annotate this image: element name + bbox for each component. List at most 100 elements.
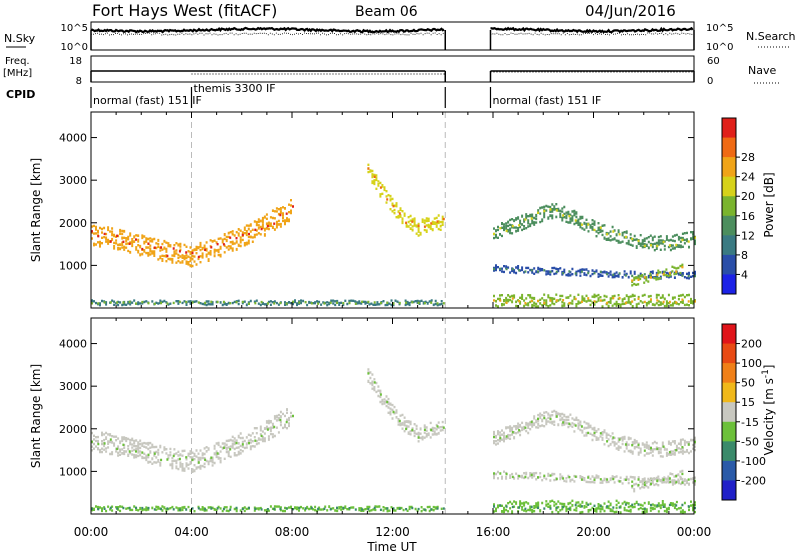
velocity-band-accent-3 bbox=[493, 472, 696, 484]
power-colorbar-swatch bbox=[722, 196, 736, 217]
cpid-segment-label: themis 3300 IF bbox=[194, 82, 276, 95]
velocity-ytick-label: 3000 bbox=[59, 380, 87, 393]
power-colorbar-swatch bbox=[722, 274, 736, 295]
power-band-2 bbox=[493, 203, 696, 252]
velocity-colorbar-swatch bbox=[722, 421, 736, 442]
power-colorbar-tick-label: 20 bbox=[741, 190, 755, 203]
power-band-1 bbox=[367, 163, 444, 237]
power-band-accent-3 bbox=[493, 267, 696, 278]
velocity-colorbar-swatch bbox=[722, 441, 736, 462]
velocity-colorbar-swatch bbox=[722, 324, 736, 345]
freq-trace bbox=[90, 70, 695, 82]
velocity-ytick-label: 4000 bbox=[59, 338, 87, 351]
velocity-colorbar-tick-label: -100 bbox=[741, 455, 766, 468]
velocity-colorbar-frame bbox=[721, 323, 737, 501]
velocity-band-1 bbox=[367, 368, 444, 443]
power-axis: 1000 2000 3000 4000 bbox=[59, 112, 695, 308]
freq-frame bbox=[90, 55, 695, 83]
power-ytick-label: 4000 bbox=[59, 132, 87, 145]
power-ytick-label: 1000 bbox=[59, 259, 87, 272]
nave-tick-top: 60 bbox=[707, 56, 720, 67]
velocity-band-accent-2 bbox=[493, 415, 696, 454]
freq-tick-top: 18 bbox=[69, 56, 82, 67]
power-colorbar-swatch bbox=[722, 137, 736, 158]
x-tick-label: 00:00 bbox=[74, 525, 109, 539]
velocity-ytick-label: 1000 bbox=[59, 465, 87, 478]
velocity-colorbar-swatch bbox=[722, 363, 736, 384]
freq-panel: Freq. [MHz] 18 8 60 0 Nave bbox=[3, 55, 780, 87]
x-tick-label: 20:00 bbox=[576, 525, 611, 539]
velocity-band-accent-4 bbox=[631, 472, 684, 488]
power-ytick-label: 2000 bbox=[59, 217, 87, 230]
power-colorbar-tick-label: 4 bbox=[741, 268, 748, 281]
power-band-accent-4 bbox=[631, 266, 684, 282]
power-band-4 bbox=[631, 263, 684, 287]
nsearch-tick-bottom: 10^0 bbox=[706, 42, 733, 53]
power-ytick-label: 3000 bbox=[59, 174, 87, 187]
velocity-colorbar-tick-label: -200 bbox=[741, 474, 766, 487]
cpid-axis-label: CPID bbox=[6, 88, 35, 101]
velocity-band-0 bbox=[91, 408, 292, 473]
velocity-colorbar-tick-label: 200 bbox=[741, 338, 762, 351]
velocity-band-accent-6 bbox=[493, 503, 696, 510]
power-colorbar-swatch bbox=[722, 157, 736, 178]
power-colorbar-swatch bbox=[722, 215, 736, 236]
velocity-axis: 1000 2000 3000 4000 bbox=[59, 318, 695, 514]
date-label: 04/Jun/2016 bbox=[585, 2, 676, 20]
x-tick-label: 04:00 bbox=[174, 525, 209, 539]
station-title: Fort Hays West (fitACF) bbox=[92, 1, 277, 20]
velocity-band-6 bbox=[493, 499, 696, 514]
power-colorbar: 4 8 12 16 20 24 28 bbox=[721, 117, 755, 295]
freq-tick-bottom: 8 bbox=[76, 76, 82, 87]
velocity-ytick-label: 2000 bbox=[59, 423, 87, 436]
nsky-tick-bottom: 10^0 bbox=[61, 42, 88, 53]
velocity-ylabel: Slant Range [km] bbox=[29, 364, 43, 468]
x-axis: 00:00 04:00 08:00 12:00 16:00 20:00 00:00 bbox=[74, 525, 712, 539]
beam-label: Beam 06 bbox=[355, 4, 418, 20]
power-colorbar-swatch bbox=[722, 254, 736, 275]
nsearch-tick-top: 10^5 bbox=[706, 23, 733, 34]
velocity-colorbar-swatch bbox=[722, 402, 736, 423]
velocity-colorbar-tick-label: 100 bbox=[741, 357, 762, 370]
power-colorbar-label: Power [dB] bbox=[762, 172, 776, 237]
nave-axis-label: Nave bbox=[748, 64, 776, 77]
velocity-frame bbox=[90, 317, 695, 515]
velocity-band-4 bbox=[631, 469, 684, 493]
velocity-colorbar-swatch bbox=[722, 460, 736, 481]
velocity-cells bbox=[91, 318, 696, 514]
power-colorbar-swatch bbox=[722, 118, 736, 139]
x-tick-label: 00:00 bbox=[677, 525, 712, 539]
power-panel: 1000 2000 3000 4000 Slant Range [km] 4 8 12 16… bbox=[29, 111, 776, 309]
nsky-trace bbox=[90, 26, 695, 50]
velocity-band-accent-5 bbox=[91, 506, 445, 511]
velocity-colorbar-label: Velocity [m s-1] bbox=[761, 365, 776, 456]
nsky-line-0 bbox=[90, 26, 445, 34]
velocity-colorbar-tick-label: -15 bbox=[741, 416, 759, 429]
velocity-colorbar-tick-label: -50 bbox=[741, 435, 759, 448]
x-axis-label: Time UT bbox=[366, 540, 417, 554]
power-colorbar-tick-label: 16 bbox=[741, 210, 755, 223]
power-band-accent-1 bbox=[367, 167, 445, 228]
freq-axis-label-2: [MHz] bbox=[3, 68, 32, 79]
nsky-panel: N.Sky 10^5 10^0 10^5 10^0 N.Search bbox=[4, 21, 796, 53]
velocity-colorbar-tick-label: 50 bbox=[741, 377, 755, 390]
nsearch-axis-label: N.Search bbox=[746, 30, 796, 43]
power-cells bbox=[91, 112, 696, 308]
power-colorbar-tick-label: 28 bbox=[741, 151, 755, 164]
x-tick-label: 16:00 bbox=[476, 525, 511, 539]
nsky-frame bbox=[90, 21, 695, 51]
velocity-colorbar-swatch bbox=[722, 382, 736, 403]
velocity-band-accent-0 bbox=[91, 414, 294, 464]
power-band-accent-6 bbox=[493, 296, 696, 305]
nsky-axis-label: N.Sky bbox=[4, 32, 36, 45]
power-colorbar-tick-label: 8 bbox=[741, 249, 748, 262]
cpid-segment-label: normal (fast) 151 IF bbox=[93, 94, 202, 107]
nsky-line-1 bbox=[490, 26, 694, 34]
velocity-colorbar: 200 100 50 15 -15 -50 -100 -200 bbox=[721, 323, 766, 501]
velocity-band-3 bbox=[493, 470, 696, 486]
power-colorbar-tick-label: 24 bbox=[741, 171, 755, 184]
power-colorbar-tick-label: 12 bbox=[741, 229, 755, 242]
